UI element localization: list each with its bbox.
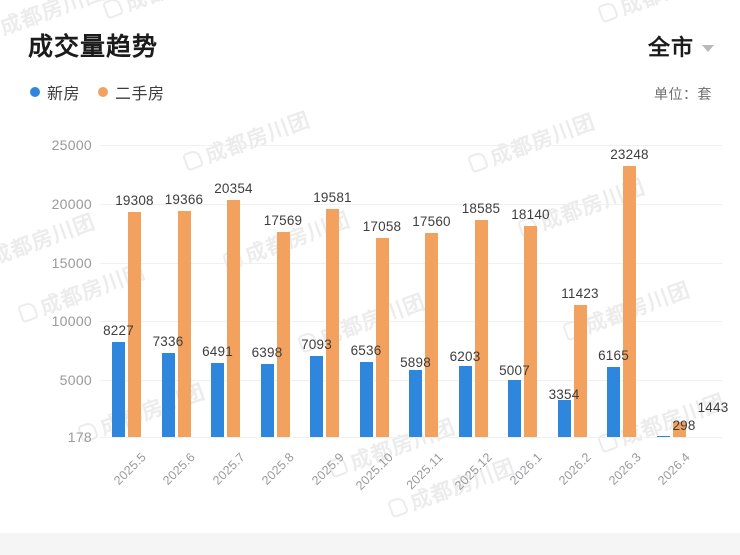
x-axis-tick-label: 2025.10 (353, 450, 396, 493)
chevron-down-icon (702, 45, 714, 52)
bar-新房-2026.1[interactable] (508, 380, 521, 437)
legend-item-new-housing[interactable]: 新房 (30, 80, 80, 104)
bar-value-label: 19366 (164, 192, 204, 208)
bar-value-label: 23248 (610, 146, 649, 162)
x-axis-tick-label: 2025.5 (110, 450, 149, 488)
bar-新房-2025.9[interactable] (310, 355, 323, 437)
bar-新房-2025.7[interactable] (211, 362, 224, 437)
bar-value-label: 5898 (400, 354, 431, 370)
y-axis-tick-label: 178 (67, 429, 92, 445)
bar-value-label: 6165 (598, 347, 629, 363)
page-title: 成交量趋势 (28, 33, 159, 61)
gridline (100, 203, 722, 205)
bar-二手房-2026.3[interactable] (623, 165, 636, 437)
bar-二手房-2025.11[interactable] (425, 232, 438, 437)
y-axis-tick-label: 25000 (51, 137, 92, 153)
bar-新房-2025.6[interactable] (161, 352, 175, 437)
bar-新房-2026.3[interactable] (607, 366, 620, 437)
bar-二手房-2025.8[interactable] (276, 232, 290, 437)
region-label: 全市 (647, 35, 694, 60)
chart-legend: 新房 二手房 (30, 80, 165, 104)
bar-value-label: 7093 (301, 336, 332, 352)
bar-value-label: 17560 (412, 213, 451, 229)
bar-value-label: 17569 (263, 213, 303, 229)
bar-value-label: 20354 (214, 180, 253, 196)
bar-value-label: 298 (672, 418, 696, 433)
bar-value-label: 3354 (548, 386, 580, 402)
x-axis-tick-label: 2026.4 (655, 450, 693, 488)
legend-color-dot (30, 87, 40, 97)
y-axis-tick-label: 10000 (51, 313, 92, 330)
x-axis-tick-label: 2026.2 (556, 450, 594, 488)
x-axis-tick-label: 2025.7 (209, 450, 248, 488)
bar-value-label: 11423 (561, 285, 599, 301)
bar-value-label: 1443 (697, 400, 729, 415)
bar-二手房-2025.5[interactable] (128, 211, 141, 437)
y-axis-tick-label: 15000 (51, 254, 92, 271)
bar-新房-2025.8[interactable] (260, 363, 274, 437)
bar-二手房-2025.10[interactable] (375, 238, 389, 437)
bars-layer (112, 165, 686, 437)
y-axis-tick-label: 5000 (59, 372, 92, 389)
bar-二手房-2025.6[interactable] (177, 211, 191, 437)
bar-value-label: 8227 (103, 323, 134, 339)
x-axis-tick-label: 2025.12 (452, 450, 495, 493)
x-axis-tick-label: 2025.9 (308, 450, 347, 488)
region-selector[interactable]: 全市 (648, 30, 714, 62)
bar-二手房-2026.1[interactable] (524, 225, 537, 437)
bar-value-label: 7336 (152, 333, 184, 349)
gridline (100, 262, 722, 264)
legend-color-dot (98, 87, 109, 97)
bar-新房-2025.12[interactable] (458, 366, 472, 437)
x-axis-tick-label: 2025.11 (403, 450, 446, 493)
bar-value-label: 19308 (115, 192, 154, 208)
unit-label: 单位：套 (654, 86, 712, 102)
bar-新房-2025.10[interactable] (359, 362, 373, 437)
bar-value-label: 17058 (362, 219, 402, 235)
x-axis-tick-label: 2026.3 (605, 450, 644, 488)
bar-value-label: 19581 (313, 189, 352, 205)
bar-value-label: 6398 (251, 344, 283, 360)
gridline (100, 321, 722, 323)
gridline (100, 145, 722, 146)
bar-新房-2026.2[interactable] (557, 399, 571, 437)
x-axis-tick-label: 2025.8 (259, 450, 297, 488)
bar-新房-2025.11[interactable] (409, 369, 422, 437)
legend-item-second-hand-housing[interactable]: 二手房 (98, 80, 165, 104)
bar-二手房-2025.7[interactable] (227, 199, 240, 437)
bar-二手房-2026.4[interactable] (672, 422, 686, 437)
bar-value-label: 18585 (461, 201, 501, 217)
bar-新房-2026.4[interactable] (656, 435, 670, 437)
bar-value-label: 18140 (511, 206, 550, 222)
bar-value-label: 6491 (202, 343, 233, 359)
gridline (100, 437, 722, 438)
chart-card: 成都房川团 成都房川团 成都房川团 成都房川团 成都房川团 成都房川团 成都房川团 成都房川团… (0, 0, 729, 519)
x-axis-tick-label: 2025.6 (160, 450, 198, 488)
x-axis-tick-label: 2026.1 (506, 450, 545, 488)
bar-二手房-2025.12[interactable] (474, 220, 488, 437)
bar-value-label: 6203 (449, 349, 481, 365)
bar-value-label: 5007 (499, 363, 530, 379)
bar-二手房-2026.2[interactable] (573, 304, 587, 437)
y-axis-tick-label: 20000 (51, 195, 92, 212)
bar-新房-2025.5[interactable] (112, 342, 125, 437)
bar-value-label: 6536 (350, 343, 382, 359)
chart-plot-area: 178 5000 10000 15000 20000 25000 8227 19308 733… (51, 137, 729, 493)
bar-二手房-2025.9[interactable] (326, 208, 339, 437)
legend-item-label: 二手房 (115, 86, 165, 103)
legend-item-label: 新房 (47, 86, 81, 103)
